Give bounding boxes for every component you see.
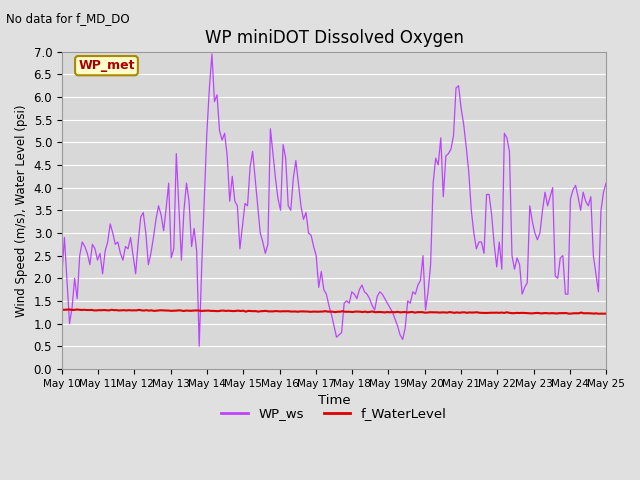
f_WaterLevel (538, 311, 545, 316)
f_WaterLevel (210, 308, 218, 314)
WP_ws (195, 343, 203, 349)
Text: WP_met: WP_met (78, 59, 135, 72)
Line: f_WaterLevel: f_WaterLevel (62, 310, 606, 314)
Line: WP_ws: WP_ws (62, 54, 606, 346)
f_WaterLevel (58, 307, 66, 312)
Legend: WP_ws, f_WaterLevel: WP_ws, f_WaterLevel (216, 402, 452, 426)
WP_ws (602, 180, 610, 186)
f_WaterLevel (548, 310, 556, 316)
f_WaterLevel (602, 311, 610, 316)
f_WaterLevel (351, 309, 359, 314)
WP_ws (208, 51, 216, 57)
f_WaterLevel (220, 308, 227, 313)
WP_ws (88, 241, 96, 247)
f_WaterLevel (595, 311, 602, 317)
WP_ws (58, 271, 66, 276)
Title: WP miniDOT Dissolved Oxygen: WP miniDOT Dissolved Oxygen (205, 29, 463, 48)
WP_ws (279, 142, 287, 147)
WP_ws (252, 176, 259, 181)
f_WaterLevel (520, 310, 528, 316)
Text: No data for f_MD_DO: No data for f_MD_DO (6, 12, 130, 25)
WP_ws (218, 137, 226, 143)
WP_ws (124, 246, 132, 252)
Y-axis label: Wind Speed (m/s), Water Level (psi): Wind Speed (m/s), Water Level (psi) (15, 104, 28, 316)
WP_ws (475, 239, 483, 245)
f_WaterLevel (65, 307, 73, 312)
X-axis label: Time: Time (317, 394, 350, 407)
